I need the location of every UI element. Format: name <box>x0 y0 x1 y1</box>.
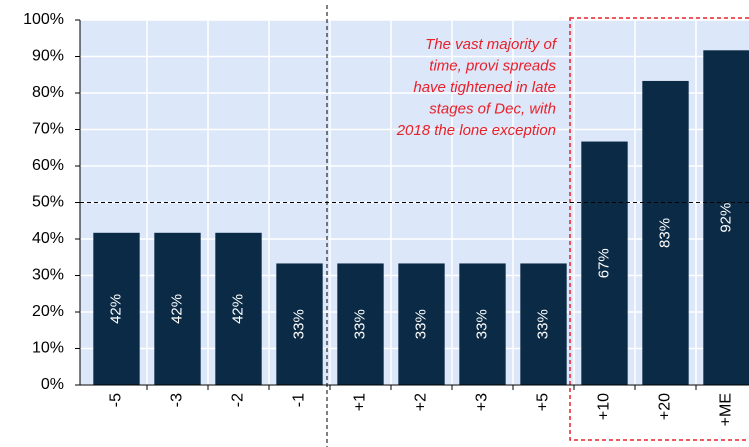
bars: 42% 42% 42% 33% 33% 33% 33% 33% 67% 83% 92% <box>93 50 749 386</box>
annotation-line: stages of Dec, with <box>429 100 556 117</box>
bar <box>215 232 262 385</box>
bar <box>520 263 567 385</box>
y-tick-label: 100% <box>23 11 64 28</box>
data-label: 33% <box>351 309 368 339</box>
bar <box>459 263 506 385</box>
y-tick-label: 30% <box>32 267 64 284</box>
data-label: 33% <box>534 309 551 339</box>
y-tick-label: 0% <box>41 376 64 393</box>
bar <box>337 263 384 385</box>
x-tick-label: +10 <box>596 393 613 420</box>
data-label: 33% <box>412 309 429 339</box>
bar <box>276 263 323 385</box>
x-tick-label: +ME <box>718 393 735 426</box>
annotation-line: time, provi spreads <box>429 57 556 74</box>
x-tick-label: +20 <box>657 393 674 420</box>
y-tick-label: 60% <box>32 157 64 174</box>
x-tick-label: -2 <box>230 393 247 407</box>
data-label: 83% <box>656 218 673 248</box>
data-label: 92% <box>717 203 734 233</box>
bar <box>703 50 749 386</box>
y-tick-label: 40% <box>32 230 64 247</box>
bar <box>154 232 201 385</box>
y-tick-label: 70% <box>32 121 64 138</box>
annotation-line: The vast majority of <box>425 36 558 53</box>
data-label: 67% <box>595 248 612 278</box>
y-tick-label: 90% <box>32 48 64 65</box>
bar <box>398 263 445 385</box>
annotation: The vast majority of time, provi spreads h… <box>396 36 558 139</box>
y-tick-label: 20% <box>32 303 64 320</box>
highlight-box <box>569 17 749 441</box>
data-label: 42% <box>107 294 124 324</box>
annotation-line: 2018 the lone exception <box>396 122 556 139</box>
y-tick-label: 10% <box>32 340 64 357</box>
y-tick-label: 50% <box>32 194 64 211</box>
x-tick-label: +3 <box>474 393 491 411</box>
annotation-line: have tightened in late <box>413 79 556 96</box>
x-tick-label: +5 <box>535 393 552 411</box>
bar <box>93 232 140 385</box>
bar <box>581 141 628 385</box>
x-tick-label: -5 <box>108 393 125 407</box>
y-tick-label: 80% <box>32 84 64 101</box>
x-tick-label: -1 <box>291 393 308 407</box>
x-tick-label: -3 <box>169 393 186 407</box>
data-label: 42% <box>168 294 185 324</box>
bar <box>642 80 689 385</box>
x-tick-label: +2 <box>413 393 430 411</box>
data-label: 33% <box>290 309 307 339</box>
data-label: 42% <box>229 294 246 324</box>
data-label: 33% <box>473 309 490 339</box>
x-tick-label: +1 <box>352 393 369 411</box>
